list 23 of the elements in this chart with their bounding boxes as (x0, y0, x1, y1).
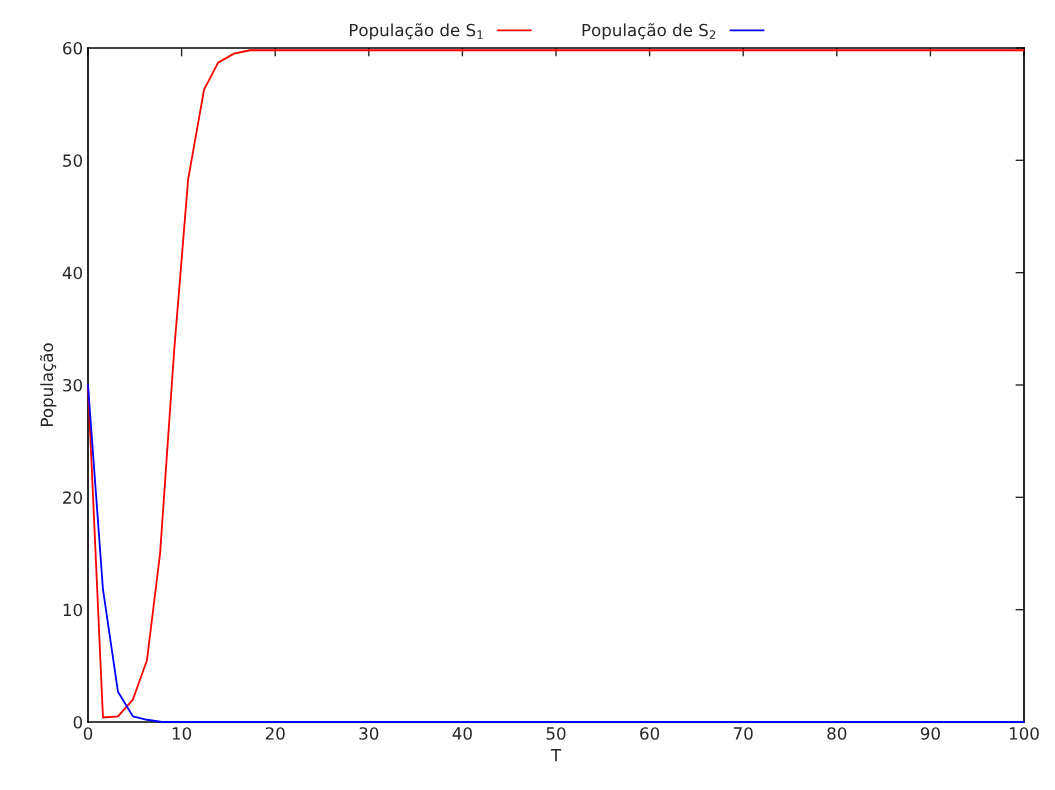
y-tick-label: 60 (63, 41, 83, 55)
x-tick-label: 100 (1009, 727, 1039, 740)
line-series (87, 49, 1025, 719)
x-tick-label: 40 (452, 727, 472, 740)
legend-label: População de S$_{2}$ (582, 23, 716, 40)
x-tick-label: 20 (265, 727, 285, 740)
legend-label: População de S$_{1}$ (349, 23, 483, 40)
x-tick-label: 70 (733, 727, 753, 740)
y-tick-label: 20 (63, 491, 83, 504)
y-tick-label: 50 (63, 154, 83, 167)
x-tick-label: 0 (83, 727, 93, 740)
y-tick-label: 30 (63, 378, 83, 392)
y-tick-label: 0 (73, 715, 83, 729)
x-tick-label: 60 (640, 727, 660, 740)
x-tick-label: 50 (546, 727, 566, 740)
y-tick-label: 10 (63, 603, 83, 617)
y-tick-label: 40 (62, 266, 83, 280)
x-tick-label: 90 (920, 727, 940, 740)
x-tick-label: 80 (827, 727, 847, 740)
x-tick-label: 10 (172, 727, 192, 740)
y-axis-title: População (39, 343, 57, 426)
x-tick-label: 30 (359, 727, 379, 740)
x-axis-title: T (550, 749, 562, 762)
